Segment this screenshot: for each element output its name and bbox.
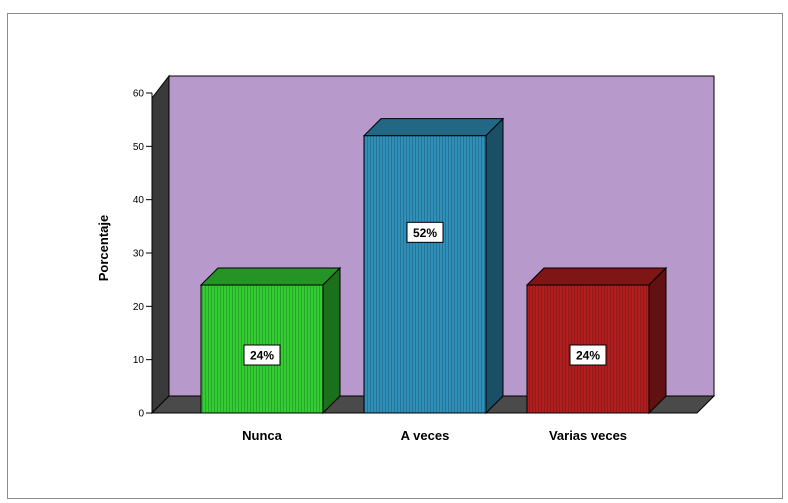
x-tick-label: Varias veces	[549, 428, 627, 443]
data-label-box	[243, 344, 281, 366]
bar-side	[648, 266, 667, 415]
data-label: 24%	[576, 349, 600, 363]
bars-group: 24% 52% 24%	[199, 117, 668, 415]
bar-texture	[364, 135, 486, 413]
bar-side	[322, 266, 341, 415]
bar: 52%	[362, 117, 505, 415]
bar-top	[362, 118, 505, 137]
y-tick-label: 50	[133, 142, 145, 153]
x-axis-labels: Nunca A veces Varias veces	[242, 428, 627, 443]
data-label: 24%	[250, 349, 274, 363]
side-wall	[151, 74, 170, 415]
y-tick-label: 40	[133, 195, 145, 206]
y-tick-label: 20	[133, 302, 145, 313]
data-label-box	[406, 221, 444, 243]
data-label: 52%	[413, 226, 437, 240]
bar-top	[525, 267, 668, 286]
bar: 24%	[525, 266, 668, 415]
data-label-box	[569, 344, 607, 366]
bar: 24%	[199, 266, 342, 415]
x-tick-label: A veces	[401, 428, 450, 443]
x-tick-label: Nunca	[242, 428, 283, 443]
y-axis: 0 10 20 30 40 50 60	[133, 89, 153, 420]
y-axis-title: Porcentaje	[96, 215, 111, 281]
y-tick-label: 0	[138, 409, 144, 420]
y-tick-label: 60	[133, 89, 145, 100]
bar-top	[199, 267, 342, 286]
y-tick-label: 10	[133, 355, 145, 366]
bar-side	[485, 117, 504, 415]
y-tick-label: 30	[133, 249, 145, 260]
